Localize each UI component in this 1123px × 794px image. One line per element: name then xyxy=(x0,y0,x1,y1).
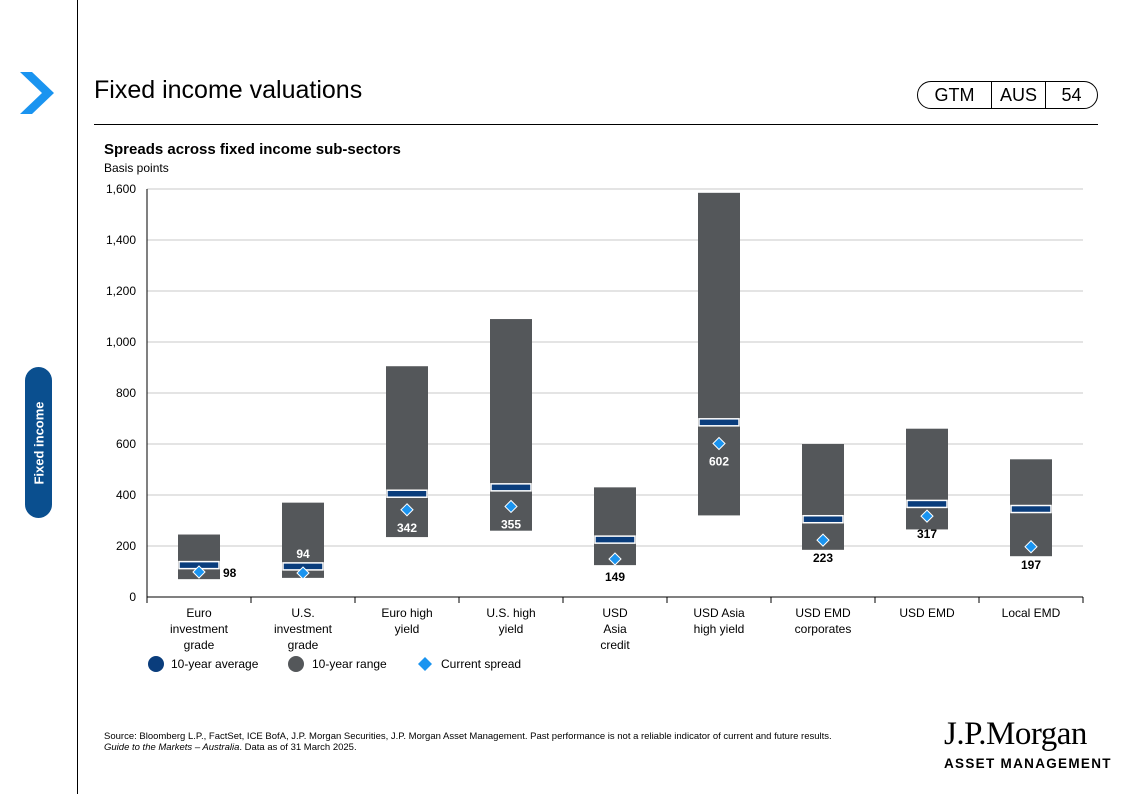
jpmorgan-logo: J.P.Morgan ASSET MANAGEMENT xyxy=(944,714,1112,771)
x-category-label: corporates xyxy=(795,622,852,636)
current-spread-label: 149 xyxy=(605,570,625,584)
average-marker xyxy=(698,418,740,427)
average-marker xyxy=(490,483,532,492)
left-divider xyxy=(77,0,78,794)
y-tick-label: 1,000 xyxy=(106,335,136,349)
x-category-label: investment xyxy=(170,622,229,636)
legend-average-label: 10-year average xyxy=(171,657,259,671)
legend-average-swatch xyxy=(148,656,164,672)
x-category-label: yield xyxy=(499,622,524,636)
current-spread-marker xyxy=(192,565,206,579)
current-spread-label: 317 xyxy=(917,527,937,541)
range-bar xyxy=(594,487,636,566)
average-marker xyxy=(1010,504,1052,514)
y-tick-label: 1,400 xyxy=(106,233,136,247)
current-spread-marker xyxy=(296,566,310,580)
legend-range-label: 10-year range xyxy=(312,657,387,671)
current-spread-marker xyxy=(1024,540,1038,554)
y-tick-label: 1,600 xyxy=(106,182,136,196)
average-marker xyxy=(906,499,948,509)
x-category-label: USD EMD xyxy=(795,606,851,620)
current-spread-label: 223 xyxy=(813,551,833,565)
legend-range-swatch xyxy=(288,656,304,672)
x-category-label: investment xyxy=(274,622,333,636)
section-tab-fixed-income[interactable]: Fixed income xyxy=(25,367,52,518)
x-category-label: high yield xyxy=(694,622,745,636)
range-bar xyxy=(802,444,844,550)
current-spread-marker xyxy=(712,436,726,451)
logo-wordmark: J.P.Morgan xyxy=(944,716,1087,752)
current-spread-label: 197 xyxy=(1021,558,1041,572)
legend-current-label: Current spread xyxy=(441,657,521,671)
title-rule xyxy=(94,124,1098,125)
current-spread-label: 602 xyxy=(709,454,729,468)
source-date: . Data as of 31 March 2025. xyxy=(239,742,357,753)
chevron-right-icon[interactable] xyxy=(18,70,58,116)
x-category-label: Euro xyxy=(186,606,212,620)
chart-title: Spreads across fixed income sub-sectors xyxy=(104,141,401,158)
badge-gtm: GTM xyxy=(918,82,992,108)
y-tick-label: 600 xyxy=(116,437,136,451)
page-badge: GTM AUS 54 xyxy=(917,81,1098,109)
y-tick-label: 400 xyxy=(116,488,136,502)
current-spread-label: 355 xyxy=(501,517,521,531)
page-number: 54 xyxy=(1061,84,1082,105)
x-category-label: USD Asia xyxy=(693,606,745,620)
x-category-label: credit xyxy=(600,638,630,652)
x-category-label: Local EMD xyxy=(1002,606,1061,620)
average-marker xyxy=(802,514,844,524)
x-category-label: Asia xyxy=(603,622,627,636)
average-marker xyxy=(386,489,428,498)
x-category-label: grade xyxy=(184,638,215,652)
current-spread-label: 98 xyxy=(223,566,237,580)
current-spread-marker xyxy=(608,552,622,566)
current-spread-marker xyxy=(920,509,934,523)
y-tick-label: 800 xyxy=(116,386,136,400)
spreads-chart: 0 200 400 600 800 1,000 1,200 1,400 1,600 98 Euro i… xyxy=(106,182,1084,672)
current-spread-marker xyxy=(400,503,414,517)
current-spread-marker xyxy=(816,533,830,547)
page-title: Fixed income valuations xyxy=(94,76,363,104)
legend-current-swatch xyxy=(418,657,432,671)
x-category-label: U.S. xyxy=(291,606,314,620)
range-bar xyxy=(698,192,740,516)
current-spread-marker xyxy=(504,499,518,514)
source-note: Source: Bloomberg L.P., FactSet, ICE Bof… xyxy=(104,731,904,753)
x-category-label: USD EMD xyxy=(899,606,955,620)
range-bar xyxy=(490,319,532,531)
badge-region: AUS xyxy=(992,82,1046,108)
y-tick-label: 0 xyxy=(129,590,136,604)
x-category-label: USD xyxy=(602,606,628,620)
y-axis-label: Basis points xyxy=(104,161,169,175)
x-category-label: yield xyxy=(395,622,420,636)
logo-subtitle: ASSET MANAGEMENT xyxy=(944,756,1112,771)
source-guide-title: Guide to the Markets – Australia xyxy=(104,742,240,753)
x-category-label: Euro high xyxy=(381,606,432,620)
y-tick-label: 200 xyxy=(116,539,136,553)
x-category-label: U.S. high xyxy=(486,606,535,620)
x-category-label: grade xyxy=(288,638,319,652)
y-tick-label: 1,200 xyxy=(106,284,136,298)
average-marker xyxy=(594,535,636,544)
source-text: Source: Bloomberg L.P., FactSet, ICE Bof… xyxy=(104,731,832,742)
current-spread-label: 342 xyxy=(397,521,417,535)
current-spread-label: 94 xyxy=(296,547,310,561)
